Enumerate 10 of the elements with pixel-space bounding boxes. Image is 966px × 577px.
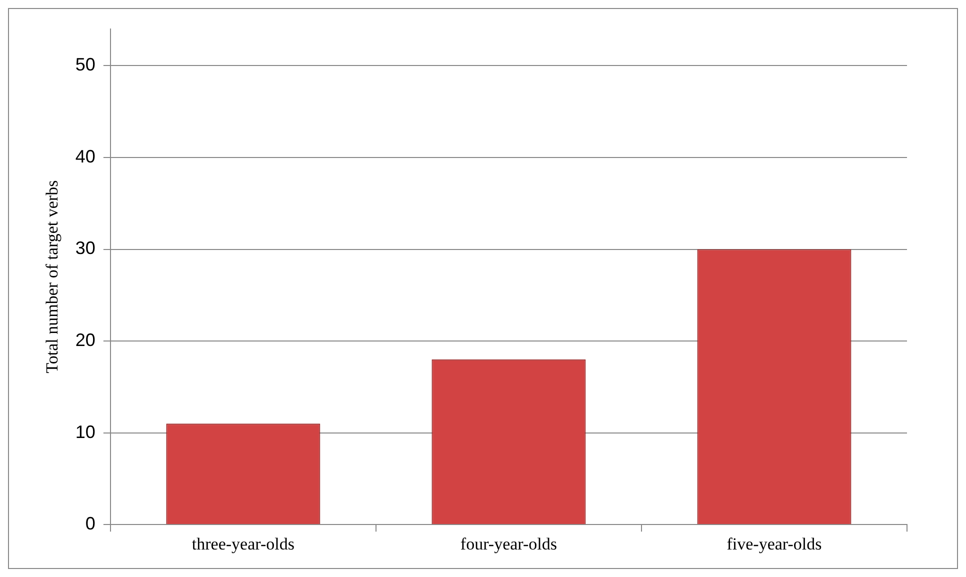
y-tick-label: 50	[75, 54, 96, 75]
y-tick-label: 30	[75, 238, 96, 258]
x-tick-label: three-year-olds	[192, 534, 294, 554]
y-axis-title: Total number of target verbs	[42, 180, 62, 374]
y-tick-label: 20	[75, 330, 96, 350]
y-tick-label: 0	[85, 514, 96, 534]
x-tick-label: four-year-olds	[460, 534, 557, 554]
x-tick-label: five-year-olds	[726, 534, 822, 554]
y-tick-label: 10	[75, 422, 96, 442]
y-tick-label: 40	[75, 146, 96, 166]
